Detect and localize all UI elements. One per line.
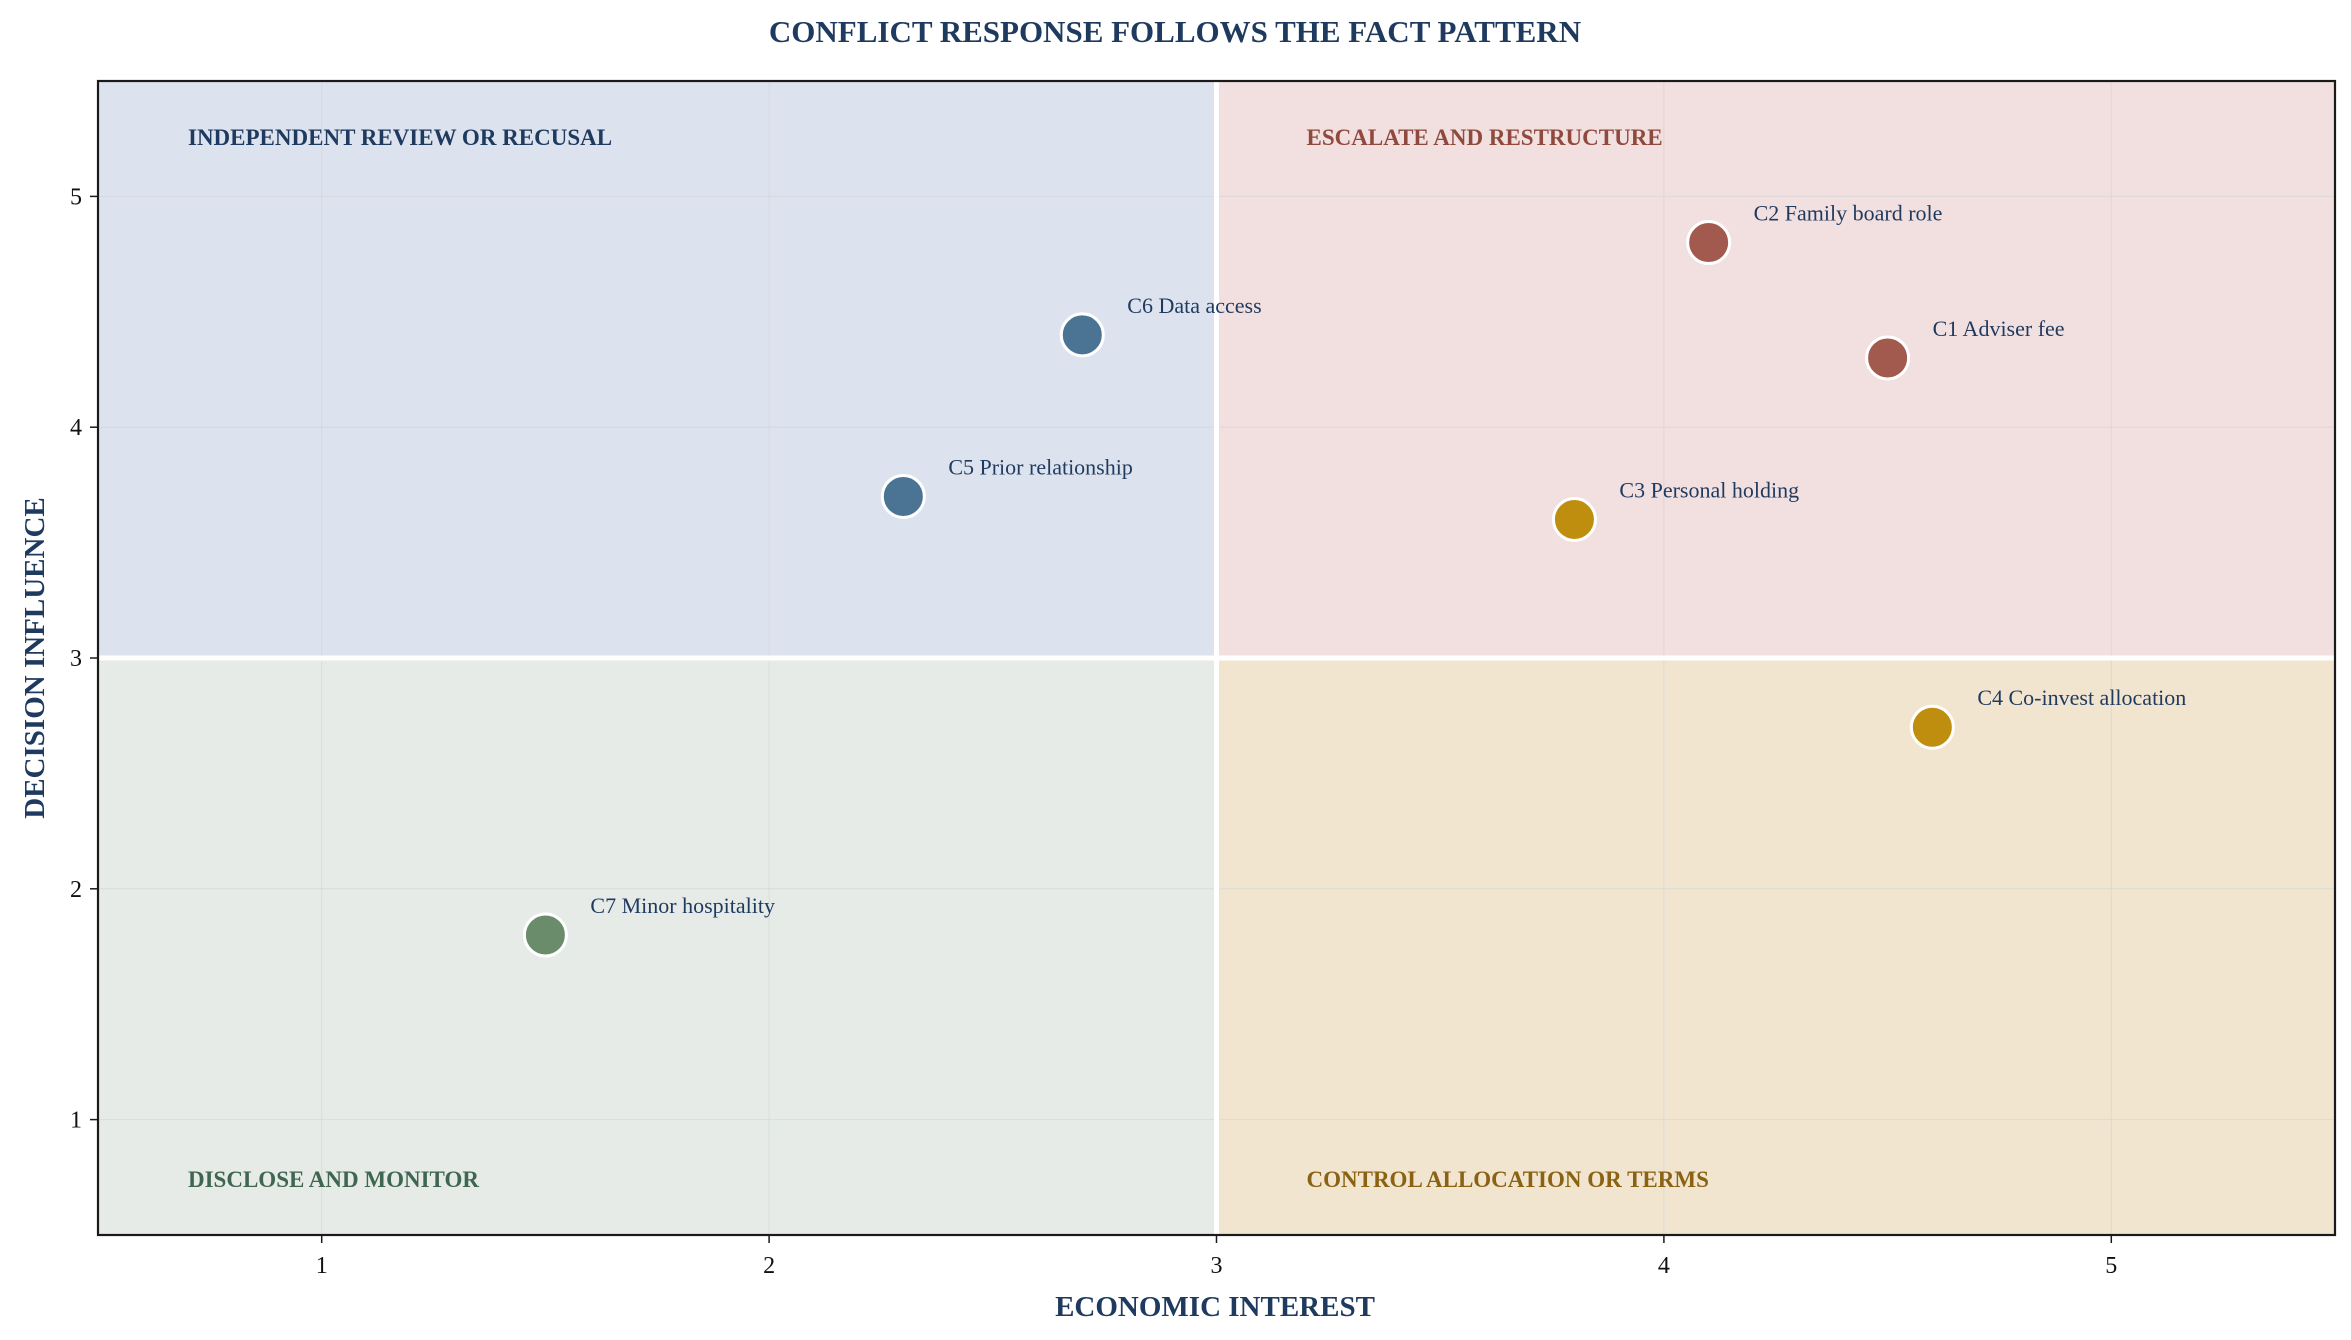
y-tick-label: 1 (70, 1108, 82, 1134)
data-point (880, 473, 926, 519)
data-point (1059, 312, 1105, 358)
data-point-label: C1 Adviser fee (1933, 316, 2065, 341)
y-tick-label: 4 (70, 415, 82, 441)
chart-title: CONFLICT RESPONSE FOLLOWS THE FACT PATTE… (769, 14, 1581, 49)
x-tick-label: 2 (763, 1253, 775, 1279)
x-tick-label: 4 (1658, 1253, 1670, 1279)
quadrant-label: ESCALATE AND RESTRUCTURE (1307, 125, 1663, 150)
data-point-label: C7 Minor hospitality (590, 893, 775, 918)
y-tick-label: 5 (70, 184, 82, 210)
y-axis-label: DECISION INFLUENCE (19, 497, 51, 818)
quadrant-background (98, 81, 1217, 658)
quadrant-background (1216, 658, 2335, 1235)
data-point-label: C3 Personal holding (1619, 478, 1799, 503)
data-point (1686, 220, 1732, 266)
quadrant-background (98, 658, 1217, 1235)
data-point-label: C6 Data access (1127, 293, 1261, 318)
quadrant-label: DISCLOSE AND MONITOR (188, 1167, 479, 1192)
data-point-label: C5 Prior relationship (948, 454, 1133, 479)
x-tick-label: 1 (316, 1253, 328, 1279)
data-point-label: C2 Family board role (1754, 201, 1943, 226)
data-point (1909, 704, 1955, 750)
quadrant-label: CONTROL ALLOCATION OR TERMS (1307, 1167, 1709, 1192)
data-point (1865, 335, 1911, 381)
data-point (522, 912, 568, 958)
quadrant-label: INDEPENDENT REVIEW OR RECUSAL (188, 125, 612, 150)
x-axis-label: ECONOMIC INTEREST (1055, 1291, 1375, 1323)
data-point (1551, 497, 1597, 543)
plot-area: INDEPENDENT REVIEW OR RECUSAL ESCALATE AN… (70, 79, 2337, 1279)
y-tick-label: 3 (70, 646, 82, 672)
quadrant-background (1216, 81, 2335, 658)
x-tick-label: 5 (2105, 1253, 2117, 1279)
x-tick-label: 3 (1211, 1253, 1223, 1279)
data-point-label: C4 Co-invest allocation (1977, 685, 2186, 710)
y-tick-label: 2 (70, 877, 82, 903)
